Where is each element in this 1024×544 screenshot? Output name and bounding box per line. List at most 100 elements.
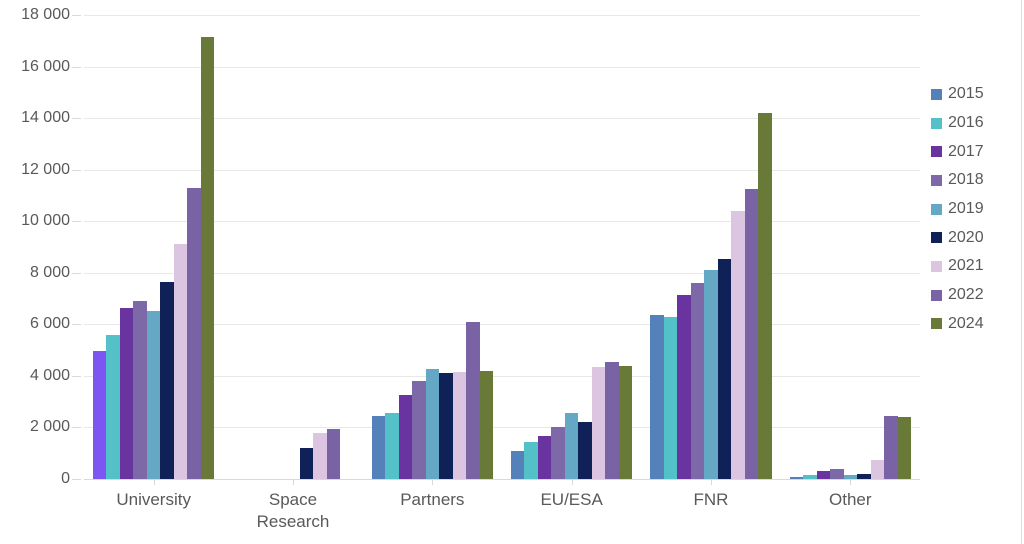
bar-partners-2015[interactable] (371, 415, 386, 479)
legend-item-2016[interactable]: 2016 (931, 109, 984, 138)
bar-university-2024[interactable] (200, 36, 215, 479)
bar-group (371, 15, 494, 479)
bar-university-2016[interactable] (106, 334, 120, 479)
bar-eu-esa-2024[interactable] (618, 365, 633, 479)
bar-university-2015[interactable] (92, 351, 107, 479)
bar-fnr-2017[interactable] (677, 294, 691, 479)
bar-space-research-2022[interactable] (326, 428, 341, 479)
gridline (84, 66, 920, 68)
bar-other-2022[interactable] (884, 415, 898, 479)
bar-partners-2022[interactable] (466, 321, 480, 479)
bar-other-2018[interactable] (830, 468, 844, 479)
x-axis-tick (571, 480, 573, 485)
legend-item-2019[interactable]: 2019 (931, 195, 984, 224)
bar-partners-2017[interactable] (398, 395, 413, 479)
legend-label: 2017 (948, 142, 984, 160)
bar-group (232, 15, 354, 479)
legend-swatch-icon (931, 117, 942, 129)
legend-label: 2020 (948, 228, 984, 246)
bar-eu-esa-2017[interactable] (537, 436, 552, 479)
bar-fnr-2021[interactable] (731, 210, 745, 479)
legend-item-2024[interactable]: 2024 (931, 310, 984, 339)
gridline (84, 479, 920, 480)
chart-right-border (1021, 0, 1022, 544)
bar-university-2021[interactable] (173, 244, 188, 479)
legend-label: 2018 (948, 171, 984, 189)
bar-fnr-2016[interactable] (663, 316, 678, 479)
legend-label: 2022 (948, 286, 984, 304)
y-axis-label: 10 000 (21, 212, 70, 230)
bar-fnr-2024[interactable] (758, 112, 772, 479)
bar-university-2020[interactable] (160, 281, 174, 479)
legend-swatch-icon (931, 146, 942, 158)
bar-university-2022[interactable] (187, 187, 201, 479)
y-axis-tick (72, 66, 81, 68)
bar-partners-2018[interactable] (412, 381, 426, 479)
gridline (84, 375, 920, 377)
y-axis-label: 6 000 (29, 315, 70, 333)
bar-other-2015[interactable] (789, 477, 804, 479)
bar-eu-esa-2022[interactable] (605, 361, 619, 479)
plot-area (84, 15, 920, 480)
legend-label: 2021 (948, 257, 984, 275)
legend-item-2017[interactable]: 2017 (931, 137, 984, 166)
category-label-space-research: Space Research (256, 490, 330, 532)
y-axis-tick (72, 479, 81, 480)
bar-partners-2021[interactable] (452, 372, 467, 479)
bar-fnr-2022[interactable] (744, 189, 759, 479)
y-axis-tick (72, 375, 81, 377)
bar-partners-2020[interactable] (439, 373, 453, 479)
legend-item-2020[interactable]: 2020 (931, 223, 984, 252)
bar-group (789, 15, 912, 479)
y-axis-label: 8 000 (29, 263, 70, 281)
legend-item-2018[interactable]: 2018 (931, 166, 984, 195)
bar-column-eu-esa (502, 15, 641, 479)
category-axis: University Space Research Partners EU/ESA FN… (84, 489, 920, 533)
bar-fnr-2019[interactable] (704, 270, 718, 479)
gridline (84, 118, 920, 120)
bar-eu-esa-2015[interactable] (510, 450, 525, 479)
bar-fnr-2018[interactable] (690, 283, 705, 479)
bar-eu-esa-2021[interactable] (591, 366, 606, 479)
bar-partners-2019[interactable] (425, 369, 440, 479)
x-axis-tick (153, 480, 155, 485)
gridline (84, 324, 920, 326)
x-axis-tick (711, 480, 712, 485)
bar-eu-esa-2019[interactable] (564, 413, 579, 479)
legend-swatch-icon (931, 318, 942, 330)
bar-other-2019[interactable] (843, 474, 858, 479)
bar-other-2017[interactable] (816, 471, 831, 479)
bar-eu-esa-2018[interactable] (551, 427, 565, 479)
bar-university-2019[interactable] (146, 311, 161, 479)
bar-fnr-2015[interactable] (650, 315, 664, 479)
category-label-fnr: FNR (693, 490, 729, 509)
legend-swatch-icon (931, 203, 942, 215)
gridline (84, 169, 920, 171)
y-axis-tick (72, 272, 81, 274)
bar-partners-2016[interactable] (385, 413, 399, 479)
bar-column-university (84, 15, 223, 479)
legend-item-2015[interactable]: 2015 (931, 80, 984, 109)
bar-other-2020[interactable] (857, 473, 871, 479)
bar-university-2017[interactable] (119, 307, 134, 479)
bar-fnr-2020[interactable] (717, 258, 732, 479)
legend-item-2022[interactable]: 2022 (931, 281, 984, 310)
bar-space-research-2021[interactable] (313, 432, 327, 479)
y-axis-tick (72, 15, 81, 16)
legend-item-2021[interactable]: 2021 (931, 252, 984, 281)
category-label-university: University (116, 490, 191, 509)
legend-label: 2016 (948, 114, 984, 132)
bar-other-2024[interactable] (897, 417, 912, 479)
legend-swatch-icon (931, 174, 942, 186)
bar-university-2018[interactable] (133, 301, 147, 479)
bar-other-2016[interactable] (803, 475, 817, 479)
bar-space-research-2020[interactable] (299, 448, 314, 479)
bar-column-partners (363, 15, 502, 479)
bar-other-2021[interactable] (870, 459, 885, 479)
bar-eu-esa-2020[interactable] (578, 422, 592, 479)
gridline (84, 15, 920, 16)
bar-partners-2024[interactable] (479, 370, 494, 479)
category-label-other: Other (829, 490, 872, 509)
bar-eu-esa-2016[interactable] (524, 441, 538, 479)
